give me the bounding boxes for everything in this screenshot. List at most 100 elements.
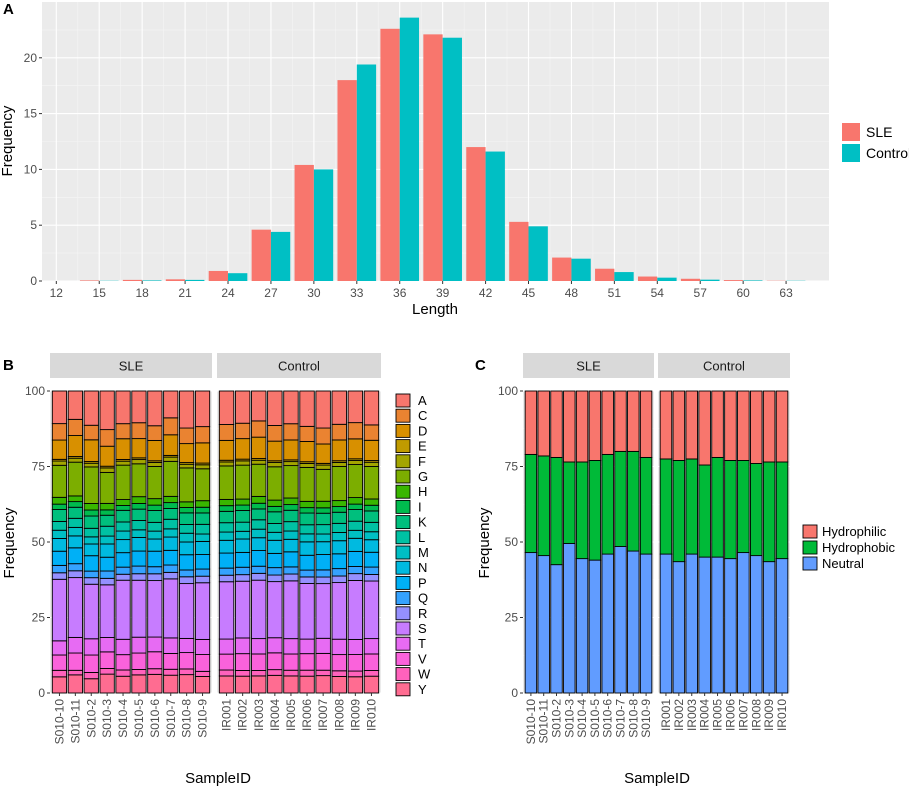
segment-s [83,583,99,640]
segment-s [363,580,380,640]
segment-r [283,573,299,582]
segment-i [67,501,83,508]
segment-h [147,498,163,506]
x-tick-label: S010-3 [562,699,576,738]
segment-hydrophobic [550,456,563,566]
bar-sle-18 [122,279,143,281]
segment-y [218,675,235,694]
x-tick-label: 36 [393,286,407,300]
segment-l [331,522,347,533]
bar-control-45 [528,226,548,281]
segment-r [147,573,163,582]
segment-w [218,669,235,677]
x-tick-label: IR002 [236,699,250,731]
segment-a [67,390,83,420]
segment-c [131,422,147,440]
segment-k [194,512,211,525]
segment-h [179,501,195,508]
segment-p [83,555,99,572]
segment-a [131,390,147,424]
segment-v [147,651,163,670]
x-tick-label: 45 [522,286,536,300]
segment-i [218,505,235,512]
segment-v [251,653,267,671]
segment-hydrophobic [762,461,776,563]
segment-l [363,521,380,533]
x-tick-label: IR010 [364,699,378,731]
x-tick-label: S010-9 [639,699,653,738]
segment-g [234,464,251,500]
segment-t [194,638,211,655]
segment-q [67,563,83,572]
segment-t [83,638,99,656]
segment-k [267,511,283,524]
segment-y [315,675,331,694]
panel-b-label: B [3,357,14,374]
segment-t [179,637,195,654]
segment-r [299,576,315,584]
strip-label-sle: SLE [576,359,601,374]
legend-key-control [842,144,860,162]
segment-d [83,439,99,462]
segment-r [115,573,131,581]
legend-key-c [395,408,411,423]
segment-a [179,390,195,429]
segment-c [299,425,315,442]
segment-l [267,523,283,533]
segment-f [315,464,331,470]
bar-control-57 [700,279,720,281]
segment-v [115,654,131,671]
segment-g [131,463,147,498]
segment-l [51,520,68,531]
bar-sle-15 [79,280,100,281]
x-tick-label: S010-2 [84,699,98,738]
segment-h [131,496,147,504]
segment-m [115,530,131,541]
legend-key-q [395,591,411,606]
segment-p [194,554,211,570]
segment-c [315,427,331,445]
segment-r [83,577,99,585]
x-tick-label: IR003 [252,699,266,731]
segment-t [67,636,83,654]
legend-label-c: C [418,408,427,423]
bar-s010-7 [614,390,627,694]
x-tick-label: 30 [307,286,321,300]
plot-a-bars [79,17,806,282]
segment-w [83,671,99,680]
segment-a [163,390,179,419]
y-tick-label: 50 [505,535,519,549]
segment-h [331,500,347,508]
segment-m [99,535,115,545]
legend-label-v: V [418,651,427,666]
segment-m [194,533,211,542]
plot-b-xlabel: SampleID [185,770,251,787]
segment-k [51,509,68,522]
segment-y [115,675,131,694]
segment-c [51,423,68,441]
segment-s [251,579,267,640]
segment-l [299,524,315,535]
x-tick-label: S010-5 [588,699,602,738]
segment-a [83,390,99,426]
segment-c [267,425,283,442]
segment-r [131,573,147,581]
bar-ir004 [698,390,711,694]
bar-s010-11 [537,390,550,694]
x-tick-label: S010-11 [68,699,82,744]
segment-r [331,575,347,584]
legend-key-t [395,636,411,651]
segment-n [83,543,99,557]
segment-t [315,637,331,654]
bar-control-36 [399,17,420,282]
bar-control-18 [142,280,162,281]
segment-d [163,434,179,456]
segment-r [51,572,68,580]
x-tick-label: 57 [694,286,708,300]
segment-f [251,459,267,465]
segment-p [331,553,347,570]
bar-control-30 [313,169,334,281]
segment-s [194,582,211,640]
x-tick-label: 33 [350,286,364,300]
segment-i [194,506,211,514]
